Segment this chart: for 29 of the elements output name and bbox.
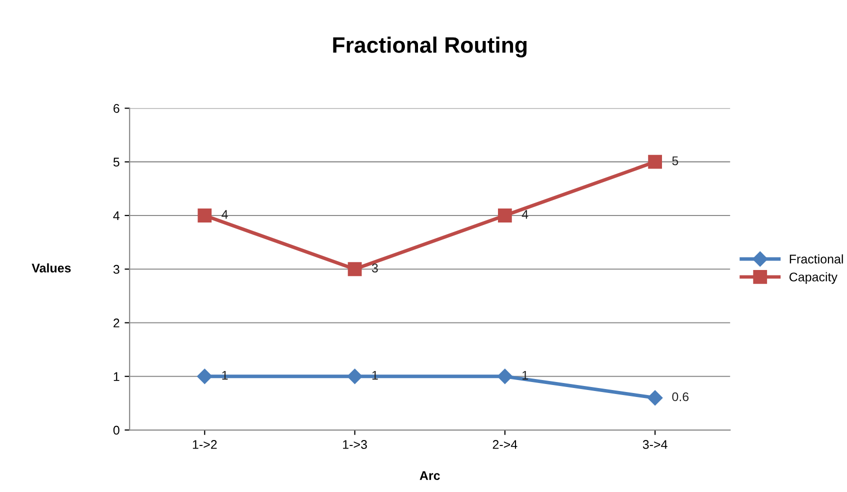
data-label: 3 xyxy=(372,264,378,272)
data-label: 4 xyxy=(522,210,528,219)
y-tick-label: 5 xyxy=(113,158,120,167)
y-tick-label: 3 xyxy=(113,264,120,274)
legend-label: Capacity xyxy=(790,272,838,284)
y-axis-title: Values xyxy=(32,263,71,272)
y-tick-label: 6 xyxy=(114,104,120,113)
y-tick-label: 0 xyxy=(113,426,120,435)
data-label: 0.6 xyxy=(672,392,689,402)
point xyxy=(197,368,212,384)
data-label: 4 xyxy=(222,210,228,219)
x-tick-label: 2->4 xyxy=(492,440,518,449)
point xyxy=(198,208,212,222)
legend-label: Fractional xyxy=(790,254,843,264)
x-tick-label: 3->4 xyxy=(642,440,668,449)
data-label: 5 xyxy=(672,156,678,166)
point xyxy=(347,368,362,384)
point xyxy=(497,368,512,384)
x-tick-label: 1->2 xyxy=(192,440,217,449)
point xyxy=(648,154,662,169)
point xyxy=(498,208,512,222)
y-tick-label: 1 xyxy=(114,372,120,381)
x-axis-title: Arc xyxy=(420,471,440,480)
chart-title: Fractional Routing xyxy=(333,36,527,58)
y-tick-label: 2 xyxy=(114,318,120,328)
x-tick-label: 1->3 xyxy=(343,440,367,449)
y-tick-label: 4 xyxy=(113,211,120,220)
point xyxy=(348,262,362,276)
point xyxy=(647,390,663,406)
